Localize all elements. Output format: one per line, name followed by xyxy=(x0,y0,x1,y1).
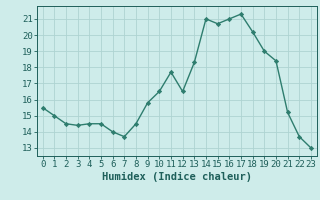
X-axis label: Humidex (Indice chaleur): Humidex (Indice chaleur) xyxy=(102,172,252,182)
